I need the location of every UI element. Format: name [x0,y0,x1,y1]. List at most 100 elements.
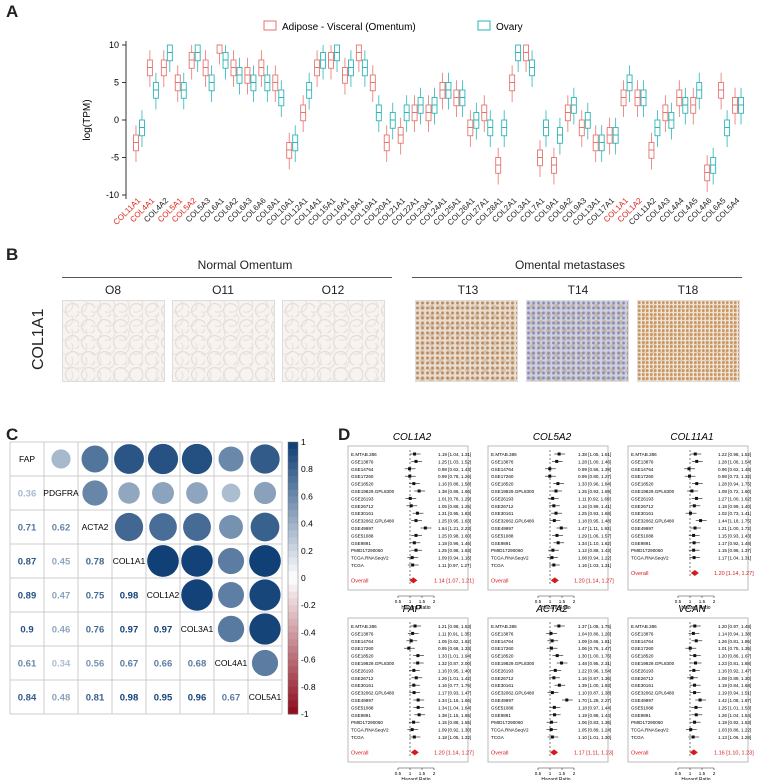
correlation-circle [183,513,211,541]
boxplot-chart: Adipose - Visceral (Omentum) Ovary -10 -5 0 5… [82,20,744,227]
forest-ci-text: 1.02 [0.73, 1.41] [718,511,751,516]
forest-study-label: GSE30161 [491,511,514,516]
correlation-matrix: FAP PDGFRA ACTA2 COL1A1 COL1A2 COL3A1 COL4A1 CO… [9,437,316,719]
colorbar-step [288,598,298,606]
colorbar-step [288,591,298,599]
forest-point [423,526,427,530]
panel-a-label: A [6,2,19,21]
forest-point [692,556,696,560]
forest-overall-text: 1.14 [1.07, 1.21] [434,578,474,584]
histology-image-o11 [172,300,275,382]
forest-overall-diamond [550,577,559,584]
forest-point [555,459,559,463]
forest-ci-text: 0.99 [0.56, 1.39] [578,467,611,472]
forest-ci-text: 1.25 [0.98, 1.63] [438,548,471,553]
forest-point [694,713,698,717]
correlation-circle [219,515,243,539]
forest-point [553,668,557,672]
forest-ci-text: 1.19 [0.94, 1.51] [718,691,751,696]
correlation-value: 0.67 [222,693,241,704]
forest-study-label: GSE18520 [351,482,374,487]
forest-overall-diamond [550,749,559,756]
correlation-circle [181,579,213,611]
forest-point [412,720,416,724]
forest-point [694,705,698,709]
forest-ci-text: 1.31 [0.95, 1.83] [438,511,471,516]
forest-study-label: GSE9891 [351,541,371,546]
colorbar-tick-label: 0 [301,573,306,583]
forest-study-label: GSE13876 [491,459,514,464]
legend-label-ovary: Ovary [496,22,523,33]
forest-ci-text: 1.30 [1.00, 1.76] [578,654,611,659]
histology-image-t14 [526,300,629,382]
correlation-value: 0.78 [86,557,105,568]
forest-ci-text: 1.09 [0.92, 1.30] [438,728,471,733]
forest-ci-text: 1.34 [1.04, 1.64] [438,705,471,710]
forest-study-label: GSE19829.GPL8300 [351,489,395,494]
forest-point [552,504,556,508]
colorbar-tick-label: -0.8 [301,682,316,692]
forest-point [688,646,692,650]
forest-ci-text: 1.06 [0.83, 1.36] [578,720,611,725]
forest-ci-text: 1.16 [0.92, 1.47] [718,668,751,673]
forest-point [554,489,558,493]
forest-ci-text: 1.44 [1.18, 1.75] [718,519,751,524]
forest-study-label: GSE49997 [631,698,654,703]
forest-study-label: GSE51088 [351,533,374,538]
correlation-circle [249,613,281,645]
forest-ci-text: 1.06 [0.76, 1.47] [578,646,611,651]
correlation-circle [217,547,245,575]
forest-point [694,661,698,665]
forest-frame [487,617,609,763]
forest-gene-title: ACTA2 [535,604,568,615]
correlation-circle [218,582,244,608]
forest-ci-text: 1.21 [1.00, 1.72] [718,526,751,531]
section-normal-underline [62,277,392,278]
forest-study-label: GSE26712 [351,504,374,509]
forest-study-label: GSE14764 [491,467,514,472]
forest-ci-text: 0.99 [0.78, 1.26] [438,474,471,479]
forest-point [550,639,554,643]
forest-gene-title: FAP [403,604,422,615]
forest-ci-text: 1.32 [0.87, 2.00] [438,661,471,666]
forest-x-tick-label: 0.5 [395,599,402,604]
forest-study-label: E.MTAB.386 [631,624,657,629]
colorbar-step [288,557,298,565]
forest-study-label: TCGA.RNASeqV2 [491,556,529,561]
forest-point [412,541,416,545]
forest-study-label: GSE13876 [631,459,654,464]
forest-point [555,533,559,537]
panel-b-label: B [6,245,19,264]
forest-ci-text: 1.28 [0.94, 1.75] [718,482,751,487]
forest-study-label: GSE51088 [491,533,514,538]
forest-study-label: GSE26193 [351,496,374,501]
forest-plots: COL1A2 E.MTAB.386 1.19 [1.04, 1.31] GSE1387… [347,432,754,780]
colorbar-step [288,503,298,511]
forest-ci-text: 1.13 [1.06, 1.28] [718,735,751,740]
diagonal-label: COL3A1 [181,624,214,634]
forest-study-label: GSE49997 [491,698,514,703]
forest-point [687,467,691,471]
forest-study-label: GSE51088 [491,705,514,710]
forest-frame [347,445,469,591]
forest-point [411,631,415,635]
correlation-circle [249,545,281,577]
forest-study-label: GSE49997 [351,698,374,703]
forest-point [548,474,552,478]
correlation-value: 0.45 [52,557,71,568]
forest-overall-label: Overall [351,578,368,584]
colorbar-tick-label: -0.2 [301,600,316,610]
forest-study-label: GSE26193 [631,496,654,501]
forest-overall-diamond [690,570,699,576]
correlation-value: 0.68 [188,659,207,670]
forest-study-label: GSE51088 [351,705,374,710]
forest-point [412,668,416,672]
forest-point [409,639,413,643]
colorbar-step [288,686,298,695]
forest-study-label: GSE17260 [491,474,514,479]
forest-study-label: GSE13876 [491,631,514,636]
forest-overall-text: 1.17 [1.11, 1.23] [574,750,614,756]
forest-study-label: TCGA.RNASeqV2 [631,556,669,561]
forest-x-axis-title: Hazard Ratio [681,777,710,780]
forest-point [692,533,696,537]
